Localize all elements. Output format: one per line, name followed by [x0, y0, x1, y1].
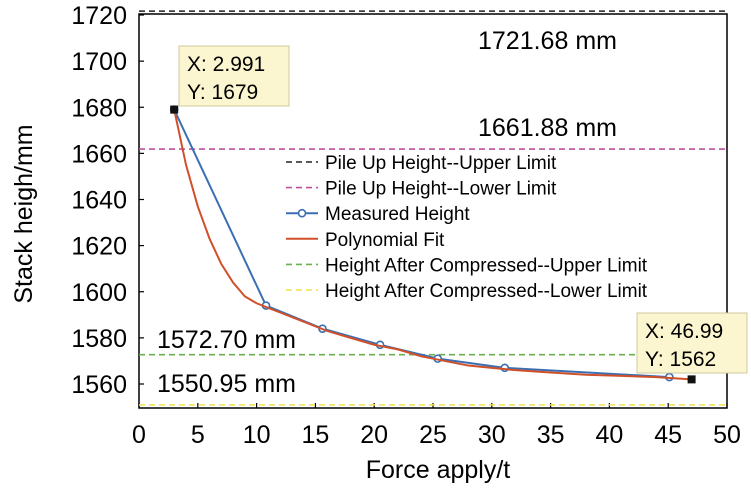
annotation-lower-comp: 1550.95 mm: [157, 370, 296, 398]
x-tick-label: 30: [478, 421, 506, 449]
x-tick-label: 25: [419, 421, 447, 449]
y-tick-label: 1660: [71, 140, 127, 168]
x-tick-label: 35: [537, 421, 565, 449]
tooltips: X: 2.991 Y: 1679 X: 46.99 Y: 1562: [170, 45, 748, 384]
y-tick-label: 1640: [71, 187, 127, 215]
x-tick-label: 45: [654, 421, 682, 449]
y-tick-label: 1620: [71, 233, 127, 261]
tooltip-text: X: 46.99: [645, 320, 723, 343]
y-axis-label: Stack heigh/mm: [10, 124, 38, 303]
y-tick-label: 1560: [71, 371, 127, 399]
x-tick-label: 50: [713, 421, 741, 449]
tooltip-box: [636, 312, 748, 374]
legend-label: Pile Up Height--Lower Limit: [325, 179, 557, 200]
series-line-3: [173, 109, 692, 381]
x-tick-label: 10: [243, 421, 271, 449]
y-tick-label: 1700: [71, 48, 127, 76]
y-tick-label: 1580: [71, 325, 127, 353]
x-tick-label: 0: [132, 421, 146, 449]
y-tick-label: 1720: [71, 2, 127, 30]
legend-label: Pile Up Height--Upper Limit: [325, 153, 557, 174]
tooltip-marker: [170, 105, 179, 114]
reference-lines: [139, 10, 727, 406]
legend-label: Polynomial Fit: [325, 230, 445, 251]
x-tick-label: 5: [191, 421, 205, 449]
annotation-upper-comp: 1572.70 mm: [157, 326, 296, 354]
x-tick-label: 20: [360, 421, 388, 449]
annotation-upper-pile: 1721.68 mm: [478, 27, 617, 55]
axes: 0 5 10 15 20 25 30 35 40 45 50 1560 1580 1600 1620 1640…: [71, 2, 741, 449]
legend-label: Height After Compressed--Lower Limit: [325, 281, 648, 302]
tooltip-marker: [687, 375, 696, 384]
tooltip-text: Y: 1562: [645, 348, 716, 371]
y-tick-label: 1680: [71, 94, 127, 122]
x-tick-label: 15: [301, 421, 329, 449]
legend: Pile Up Height--Upper Limit Pile Up Heigh…: [286, 153, 648, 302]
annotations: 1721.68 mm 1661.88 mm 1572.70 mm 1550.95…: [157, 27, 617, 398]
tooltip-text: Y: 1679: [187, 81, 258, 104]
annotation-lower-pile: 1661.88 mm: [478, 114, 617, 142]
legend-swatch-marker: [297, 208, 307, 218]
x-tick-label: 40: [595, 421, 623, 449]
tooltip-text: X: 2.991: [187, 53, 265, 76]
legend-label: Measured Height: [325, 204, 470, 225]
x-axis-label: Force apply/t: [366, 456, 511, 484]
tooltip-box: [178, 45, 290, 107]
legend-label: Height After Compressed--Upper Limit: [325, 255, 648, 276]
y-tick-label: 1600: [71, 279, 127, 307]
